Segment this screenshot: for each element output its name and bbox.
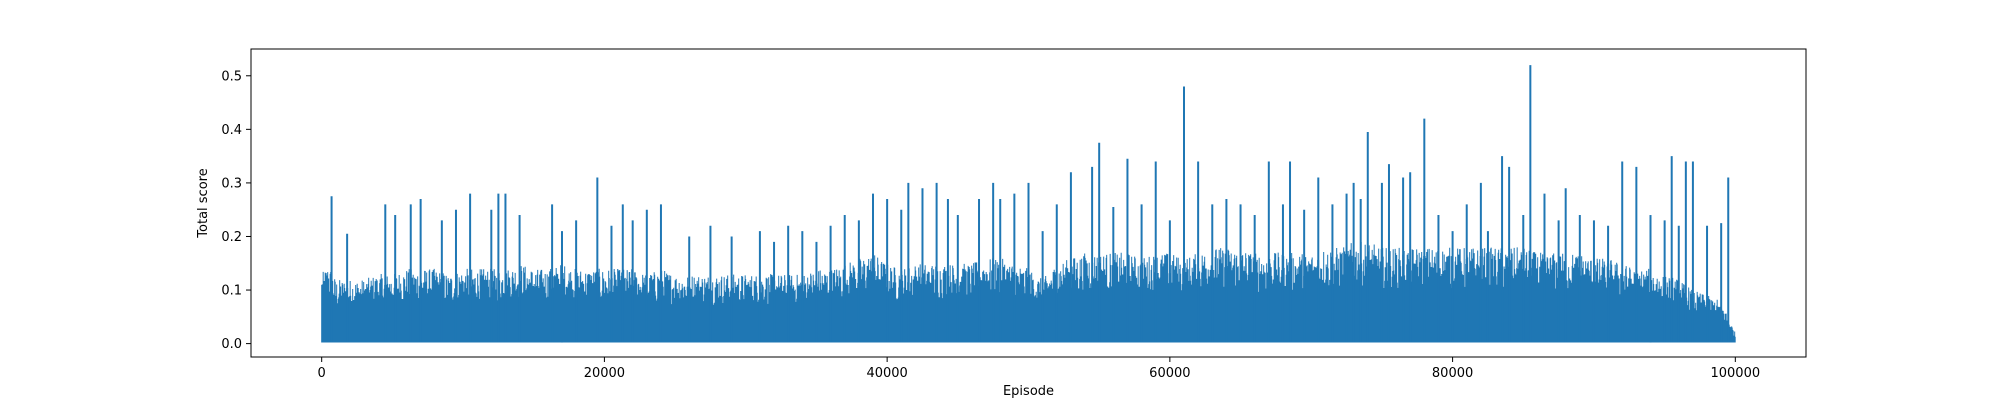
y-axis-label: Total score [196, 168, 211, 238]
series-layer [321, 65, 1736, 343]
y-tick-label: 0.5 [221, 69, 242, 84]
y-tick-label: 0.1 [221, 284, 242, 299]
y-axis: 0.0 0.1 0.2 0.3 0.4 0.5 [221, 69, 251, 352]
x-tick-label: 80000 [1432, 366, 1473, 381]
score-series-band [321, 241, 1736, 343]
y-tick-label: 0.3 [221, 176, 242, 191]
x-tick-label: 100000 [1710, 366, 1760, 381]
x-tick-label: 40000 [866, 366, 907, 381]
y-tick-label: 0.0 [221, 337, 242, 352]
x-tick-label: 20000 [584, 366, 625, 381]
x-axis-label: Episode [1003, 384, 1054, 399]
y-tick-label: 0.2 [221, 230, 242, 245]
x-tick-label: 0 [318, 366, 326, 381]
y-tick-label: 0.4 [221, 123, 242, 138]
x-tick-label: 60000 [1149, 366, 1190, 381]
x-axis: 0 20000 40000 60000 80000 100000 [318, 357, 1760, 381]
plot-area: 0 20000 40000 60000 80000 100000 0.0 0.1 0.2 0.3… [221, 48, 1807, 381]
